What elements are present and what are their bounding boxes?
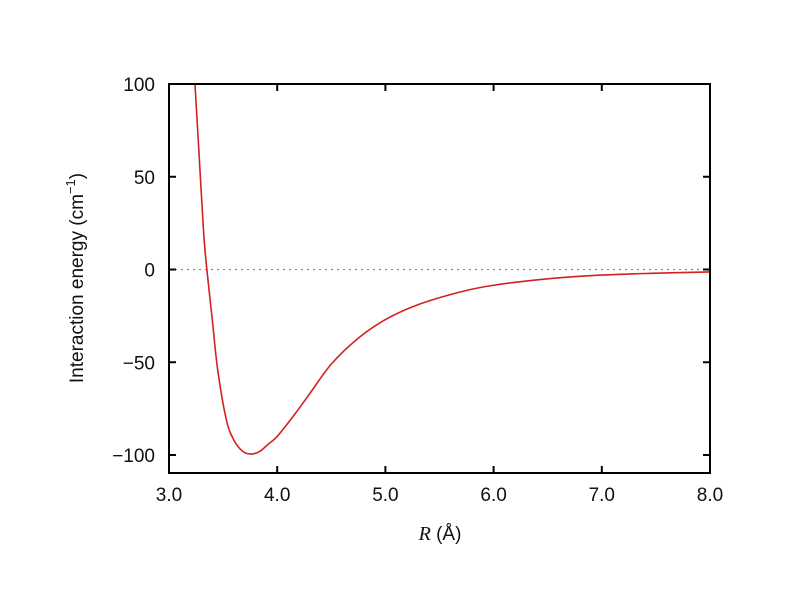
x-tick-label: 6.0 xyxy=(480,485,506,506)
series-line-0 xyxy=(194,84,710,455)
y-tick-label: 50 xyxy=(134,168,155,189)
x-tick-label: 7.0 xyxy=(589,485,615,506)
y-tick-label: 100 xyxy=(123,75,155,96)
y-axis-title-superscript: −1 xyxy=(63,179,78,194)
y-axis-title: Interaction energy (cm−1) xyxy=(63,173,88,383)
plot-frame xyxy=(168,83,711,474)
y-tick-label: −100 xyxy=(112,446,155,467)
x-axis-unit: (Å) xyxy=(431,524,462,545)
x-tick-label: 4.0 xyxy=(264,485,290,506)
y-axis-title-main: Interaction energy (cm xyxy=(67,194,88,383)
y-axis-title-close: ) xyxy=(67,173,88,179)
axis-ticks xyxy=(169,84,710,473)
y-tick-labels: 100 50 0 −50 −100 xyxy=(112,75,155,467)
x-axis-variable: R xyxy=(418,523,431,545)
x-tick-label: 8.0 xyxy=(697,485,723,506)
x-tick-label: 3.0 xyxy=(156,485,182,506)
y-tick-label: 0 xyxy=(144,261,155,282)
energy-curve xyxy=(194,84,710,455)
x-axis-title: R (Å) xyxy=(418,523,462,545)
y-tick-label: −50 xyxy=(123,353,155,374)
x-tick-labels: 3.0 4.0 5.0 6.0 7.0 8.0 xyxy=(156,485,723,506)
x-tick-label: 5.0 xyxy=(372,485,398,506)
